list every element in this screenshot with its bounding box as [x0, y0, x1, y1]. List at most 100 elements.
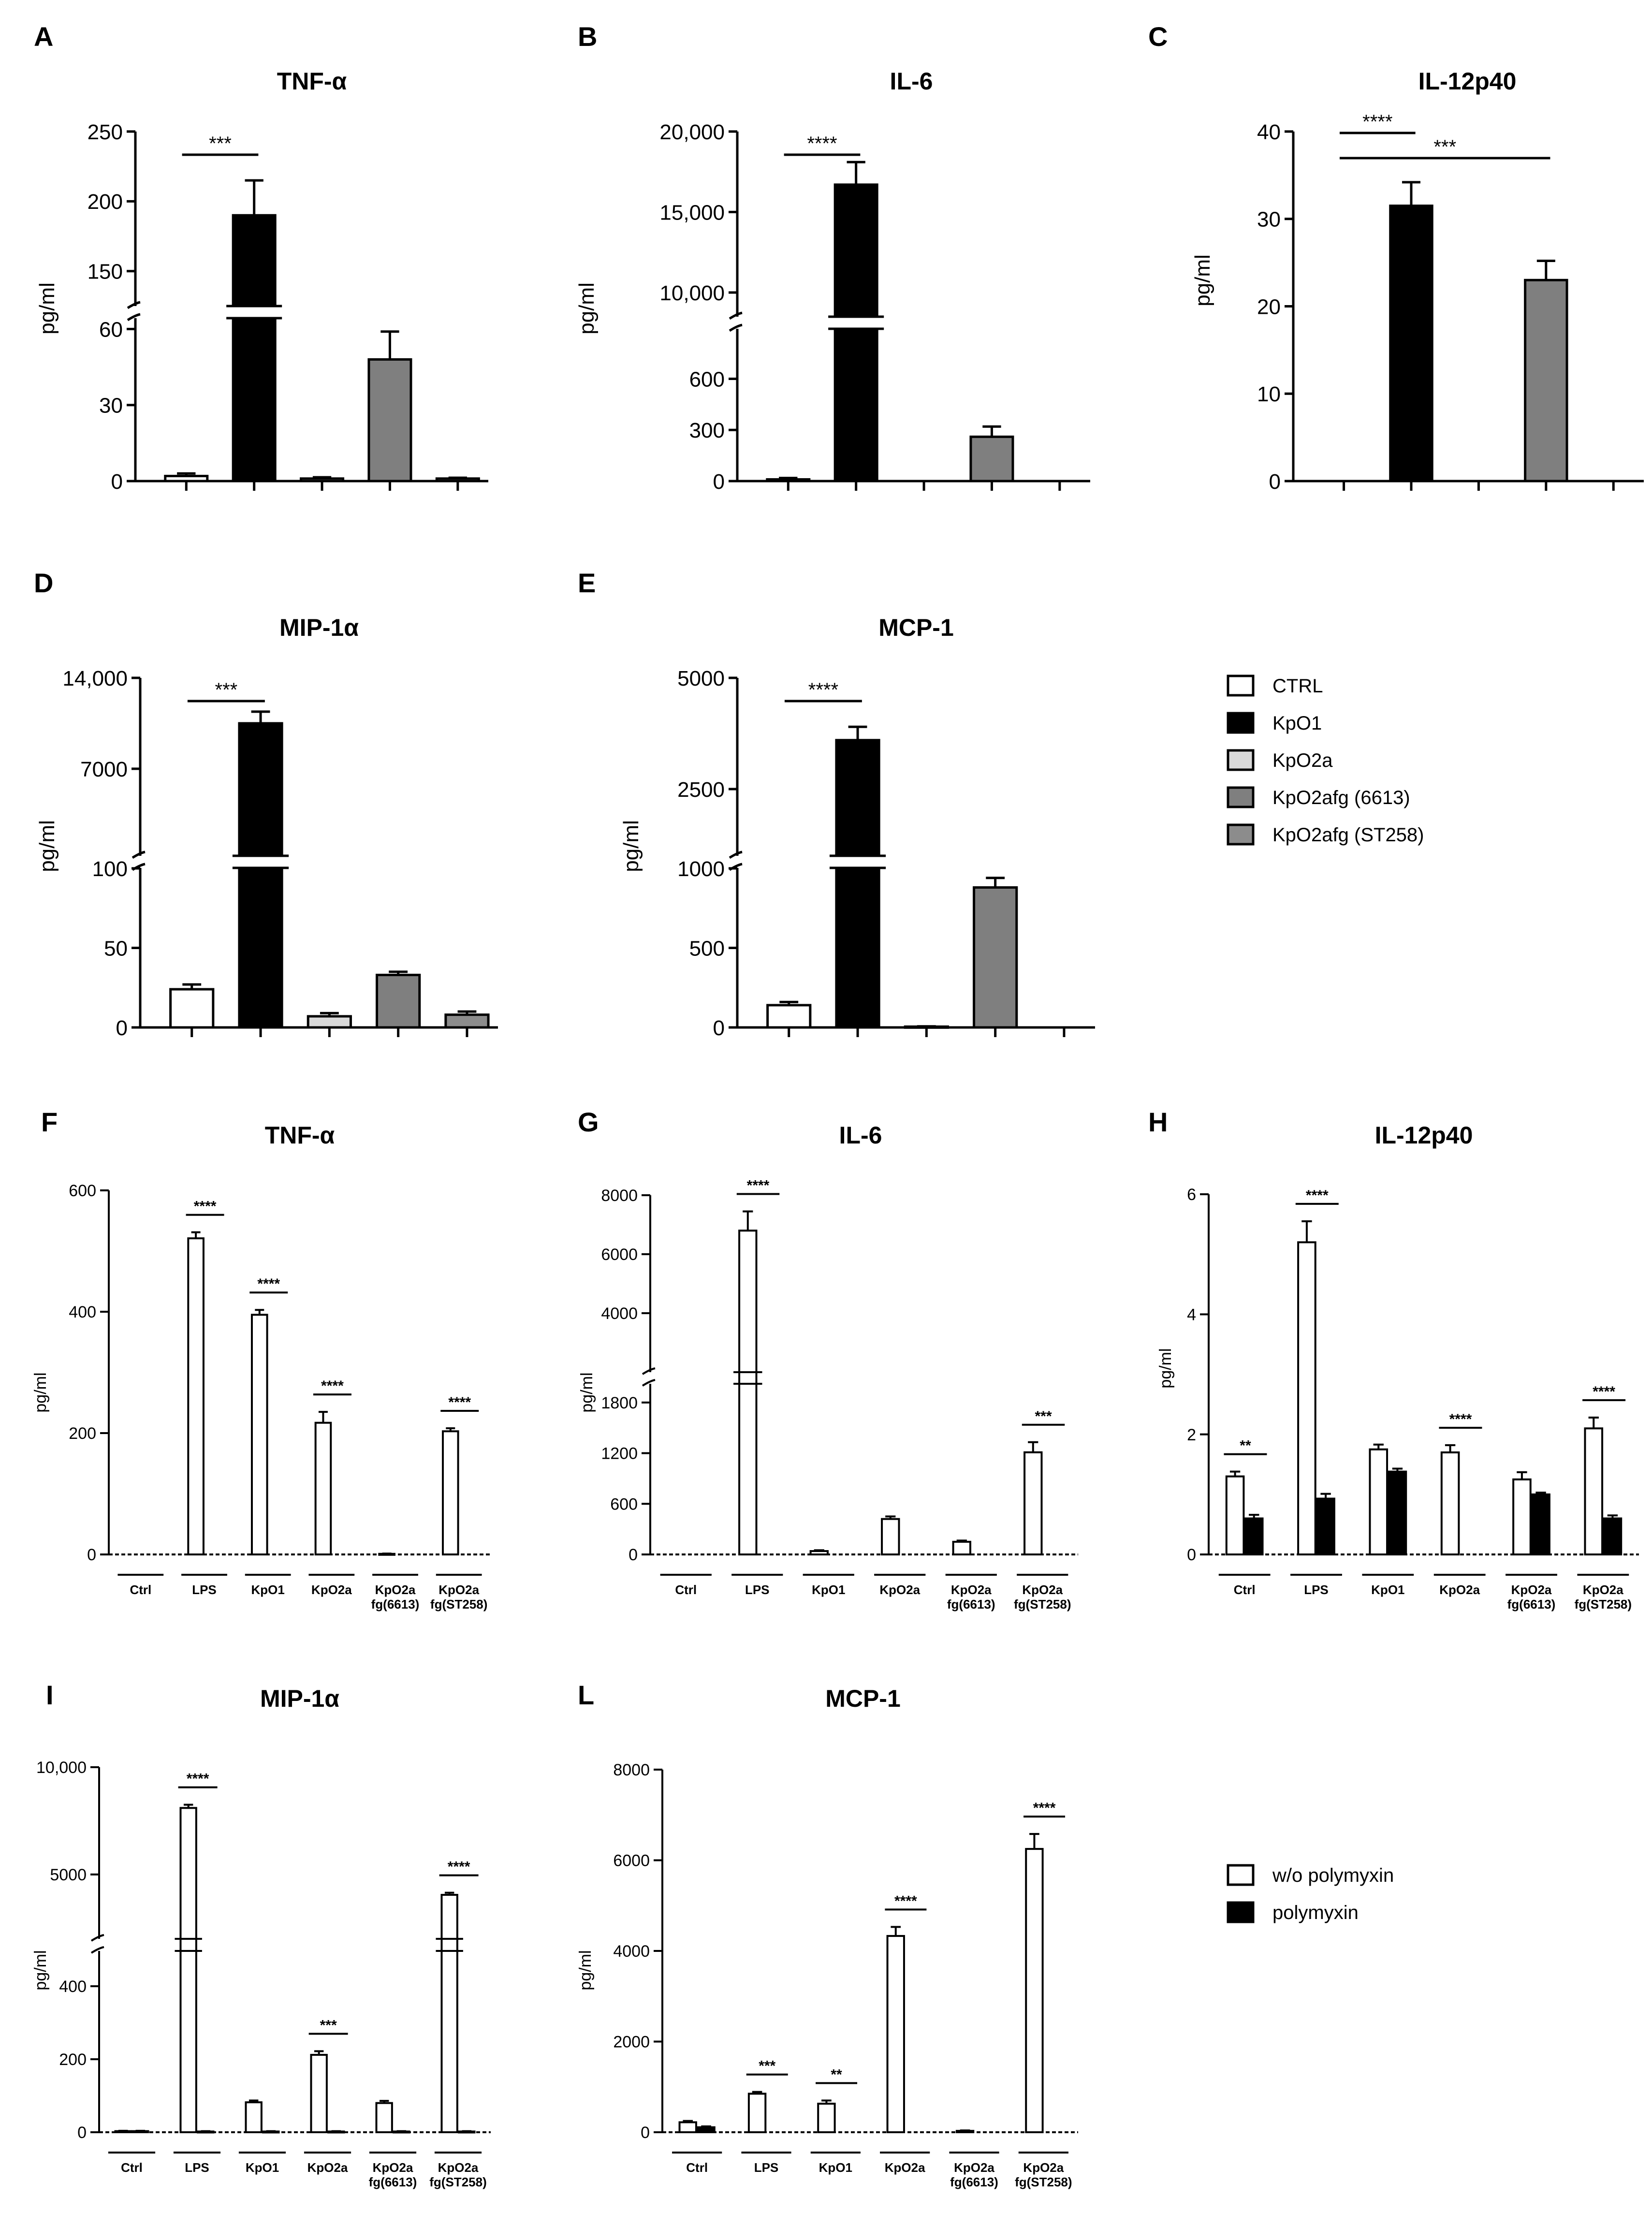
axis-break-mark: [729, 323, 743, 332]
x-category-label: fg(6613): [371, 1597, 420, 1612]
panel-letter: I: [46, 1680, 54, 1710]
bar-4: [367, 358, 412, 483]
chart-title: IL-6: [890, 68, 933, 95]
axis-break-mark: [127, 313, 141, 322]
significance-label: ****: [1033, 1800, 1056, 1816]
y-axis-label: pg/ml: [1191, 254, 1214, 307]
y-tick-label: 2500: [677, 778, 725, 802]
significance-label: ***: [215, 679, 238, 701]
y-tick-label: 150: [88, 260, 123, 284]
legend-swatch-polymyxin: [1227, 1901, 1255, 1923]
bar-1: [766, 478, 811, 483]
bar-polymyxin: [1388, 1470, 1407, 1555]
panel-letter: F: [41, 1107, 58, 1137]
x-category-label: Ctrl: [1234, 1582, 1256, 1597]
y-tick-label: 40: [1257, 120, 1281, 144]
y-tick-label: 0: [629, 1546, 638, 1564]
axis-break-mark: [132, 850, 146, 859]
bar-2: [1389, 205, 1433, 483]
bar-1: [164, 475, 209, 483]
y-tick-label: 200: [59, 2051, 87, 2069]
panel-letter: E: [578, 568, 596, 598]
y-axis-label: pg/ml: [1156, 1348, 1175, 1388]
x-category-label: Ctrl: [675, 1582, 697, 1597]
chart-title: MIP-1α: [279, 614, 359, 641]
y-tick-label: 600: [689, 367, 725, 391]
bar-without-polymyxin: [375, 2102, 393, 2134]
panel-G: G IL-6 pg/ml 0 600 1200 1800 4000 6000 8000 Ctrl LP…: [578, 1107, 1078, 1612]
significance-label: **: [1240, 1438, 1251, 1454]
chart-title: IL-6: [839, 1122, 882, 1149]
significance-label: ***: [1433, 136, 1456, 158]
bar-3: [307, 1015, 352, 1029]
y-tick-label: 0: [713, 470, 725, 494]
axis-break-mark: [729, 311, 743, 320]
legend-label-kpo2afg-st258: KpO2afg (ST258): [1272, 824, 1424, 846]
x-category-label: KpO2a: [885, 2160, 925, 2175]
x-category-label: KpO2a: [438, 2160, 479, 2175]
x-category-label: LPS: [745, 1582, 770, 1597]
axis-break-mark: [642, 1379, 656, 1387]
bar-4: [969, 435, 1014, 483]
bar-5: [444, 1013, 490, 1029]
y-tick-label: 50: [104, 937, 128, 960]
y-tick-label: 0: [641, 2124, 650, 2142]
significance-label: ****: [1362, 111, 1392, 132]
bar-polymyxin: [1316, 1497, 1335, 1555]
y-tick-label: 300: [689, 419, 725, 442]
x-category-label: fg(6613): [369, 2175, 417, 2189]
x-category-label: fg(ST258): [1014, 1597, 1071, 1612]
x-category-label: fg(6613): [1507, 1597, 1556, 1612]
bar-2-lower: [835, 866, 880, 1029]
y-tick-label: 2: [1187, 1426, 1196, 1444]
y-tick-label: 30: [99, 394, 123, 418]
x-category-label: LPS: [1304, 1582, 1329, 1597]
y-tick-label: 20,000: [659, 120, 725, 144]
x-category-label: Ctrl: [686, 2160, 708, 2175]
bar-without-polymyxin: [441, 1430, 459, 1556]
y-tick-label: 0: [87, 1546, 96, 1564]
chart-title: IL-12p40: [1375, 1122, 1473, 1149]
y-tick-label: 4000: [601, 1304, 638, 1323]
bar-2: [232, 214, 277, 308]
panel-B: B IL-6 pg/ml 0 300 600 10,000 15,000 20,000 ****: [575, 21, 1090, 494]
chart-title: MCP-1: [878, 614, 954, 641]
y-tick-label: 0: [77, 2124, 87, 2142]
y-tick-label: 1200: [601, 1445, 638, 1463]
significance-label: ****: [894, 1893, 917, 1909]
y-tick-label: 250: [88, 120, 123, 144]
legend-swatch-without-polymyxin: [1227, 1864, 1255, 1886]
bar-polymyxin: [393, 2130, 410, 2134]
bar-4: [1524, 278, 1568, 483]
y-tick-label: 1000: [677, 857, 725, 881]
x-category-label: KpO1: [251, 1582, 284, 1597]
y-tick-label: 4: [1187, 1306, 1196, 1324]
significance-label: ***: [759, 2058, 775, 2074]
significance-label: ****: [1593, 1384, 1615, 1400]
y-tick-label: 8000: [601, 1187, 638, 1205]
bar-without-polymyxin: [1512, 1478, 1532, 1556]
significance-label: ***: [209, 133, 232, 154]
significance-label: ****: [807, 133, 837, 154]
bar-without-polymyxin: [250, 1314, 268, 1555]
legend-bottom: w/o polymyxin polymyxin: [1227, 1864, 1394, 1923]
significance-label: ****: [187, 1771, 209, 1787]
bar-without-polymyxin: [809, 1550, 829, 1556]
panel-letter: L: [578, 1680, 594, 1710]
x-category-label: fg(6613): [947, 1597, 995, 1612]
chart-title: TNF-α: [265, 1122, 335, 1149]
bar-without-polymyxin: [440, 1894, 458, 2133]
significance-label: ***: [1035, 1408, 1052, 1424]
x-category-label: LPS: [192, 1582, 217, 1597]
panel-letter: C: [1148, 21, 1168, 52]
y-tick-label: 600: [69, 1182, 96, 1200]
y-tick-label: 100: [92, 857, 128, 881]
y-tick-label: 8000: [613, 1761, 650, 1779]
bar-2-lower: [238, 866, 283, 1029]
bar-3: [904, 1025, 949, 1029]
bar-polymyxin: [197, 2130, 215, 2134]
significance-label: ****: [448, 1859, 470, 1875]
chart-title: MIP-1α: [260, 1685, 339, 1712]
x-category-label: KpO2a: [307, 2160, 348, 2175]
